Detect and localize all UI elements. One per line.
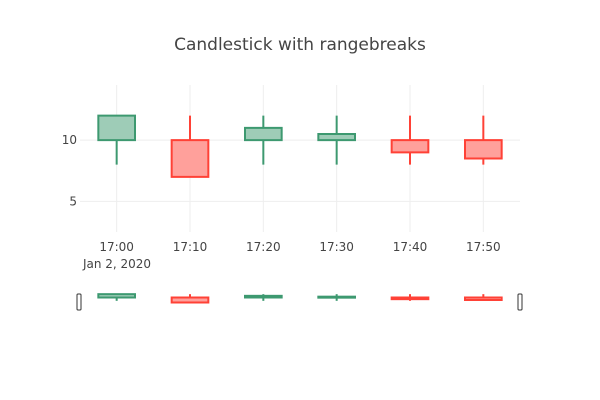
candle-body — [170, 139, 210, 178]
range-slider-background — [80, 287, 520, 317]
x-tick-label: 17:30 — [319, 240, 354, 254]
x-axis-date-label: Jan 2, 2020 — [82, 257, 151, 271]
mini-candle-body — [170, 296, 210, 304]
y-axis-ticks: 5 10 — [62, 133, 77, 208]
candlestick[interactable] — [170, 115, 210, 178]
mini-candlestick — [464, 294, 503, 301]
mini-candle-body — [317, 295, 357, 299]
candlestick[interactable] — [97, 114, 137, 165]
range-slider-left-handle[interactable] — [76, 293, 82, 311]
mini-candlestick — [244, 294, 283, 301]
candle-body — [317, 133, 357, 142]
candlestick[interactable] — [390, 115, 430, 165]
candlestick[interactable] — [464, 115, 503, 165]
chart-title: Candlestick with rangebreaks — [174, 35, 426, 55]
x-tick-label: 17:00 — [99, 240, 134, 254]
range-slider-candles — [97, 293, 503, 304]
x-tick-label: 17:10 — [173, 240, 208, 254]
mini-candlestick — [97, 293, 137, 301]
range-slider[interactable] — [76, 287, 523, 317]
candlestick-layer[interactable] — [97, 114, 503, 178]
candle-body — [464, 139, 503, 160]
mini-candle-body — [390, 296, 430, 301]
candlestick[interactable] — [317, 115, 357, 165]
mini-candle-body — [244, 294, 283, 299]
mini-candle-body — [464, 296, 503, 301]
candle-body — [244, 126, 283, 142]
y-tick-label: 10 — [62, 133, 77, 147]
candlestick[interactable] — [244, 115, 283, 165]
range-slider-right-handle[interactable] — [517, 293, 523, 311]
y-tick-label: 5 — [69, 194, 77, 208]
mini-candle-body — [97, 293, 137, 299]
x-tick-label: 17:40 — [393, 240, 428, 254]
candle-body — [97, 114, 137, 142]
candle-body — [390, 139, 430, 154]
mini-candlestick — [317, 294, 357, 301]
x-axis-ticks: 17:00 17:10 17:20 17:30 17:40 17:50 — [99, 240, 500, 254]
mini-candlestick — [390, 294, 430, 301]
mini-candlestick — [170, 294, 210, 304]
x-tick-label: 17:20 — [246, 240, 281, 254]
x-tick-label: 17:50 — [466, 240, 501, 254]
